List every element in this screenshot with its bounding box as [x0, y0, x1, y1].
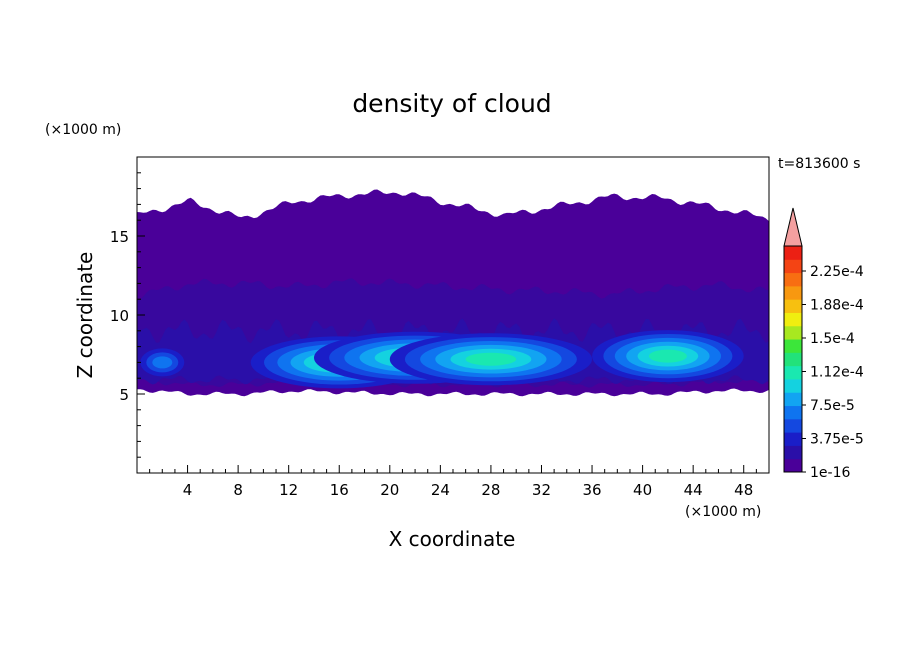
- colorbar-swatch: [784, 458, 802, 473]
- y-unit-label: (×1000 m): [45, 122, 121, 138]
- x-tick-label: 8: [233, 481, 243, 499]
- colorbar-label: 2.25e-4: [810, 264, 864, 280]
- colorbar-swatch: [784, 365, 802, 380]
- y-tick-label: 5: [119, 386, 129, 404]
- x-axis-label: X coordinate: [389, 527, 516, 551]
- colorbar-label: 1e-16: [810, 465, 850, 481]
- x-tick-label: 20: [380, 481, 399, 499]
- colorbar-swatch: [784, 285, 802, 300]
- colorbar-swatch: [784, 312, 802, 327]
- edge-core-contour: [152, 356, 173, 369]
- x-tick-label: 28: [481, 481, 500, 499]
- colorbar-extend-triangle: [783, 207, 803, 247]
- chart-title: density of cloud: [352, 89, 551, 118]
- colorbar-label: 3.75e-5: [810, 432, 864, 448]
- x-unit-label: (×1000 m): [685, 504, 761, 520]
- x-tick-label: 44: [684, 481, 703, 499]
- colorbar-swatch: [784, 272, 802, 287]
- dense-cloud-cores: [140, 330, 744, 389]
- x-tick-label: 48: [734, 481, 753, 499]
- colorbar-label: 7.5e-5: [810, 398, 855, 414]
- cloud-density-field: [137, 189, 769, 397]
- colorbar-swatch: [784, 405, 802, 420]
- x-tick-label: 24: [431, 481, 450, 499]
- colorbar-label: 1.12e-4: [810, 365, 864, 381]
- colorbar-swatch: [784, 378, 802, 393]
- colorbar-swatch: [784, 299, 802, 313]
- colorbar-label: 1.88e-4: [810, 298, 864, 314]
- y-tick-label: 15: [110, 228, 129, 246]
- time-label: t=813600 s: [778, 156, 860, 172]
- colorbar-frame: [783, 245, 803, 473]
- x-tick-label: 12: [279, 481, 298, 499]
- dense-core-contour: [465, 352, 517, 366]
- colorbar: 1e-16 3.75e-5 7.5e-5 1.12e-4 1.5e-4 1.88e-4 2.…: [783, 207, 864, 481]
- colorbar-swatch: [784, 445, 802, 460]
- y-axis-label: Z coordinate: [73, 252, 97, 379]
- colorbar-swatch: [784, 339, 802, 353]
- dense-core-contour: [648, 349, 687, 363]
- x-tick-label: 16: [330, 481, 349, 499]
- colorbar-swatch: [784, 259, 802, 274]
- colorbar-swatch: [784, 352, 802, 367]
- colorbar-label: 1.5e-4: [810, 331, 855, 347]
- x-tick-label: 4: [183, 481, 193, 499]
- colorbar-swatch: [784, 325, 802, 340]
- y-axis-ticks: 5 10 15: [110, 172, 145, 458]
- x-tick-label: 40: [633, 481, 652, 499]
- x-tick-label: 32: [532, 481, 551, 499]
- colorbar-swatch: [784, 432, 802, 446]
- colorbar-swatch: [784, 418, 802, 433]
- x-tick-label: 36: [582, 481, 601, 499]
- y-tick-label: 10: [110, 307, 129, 325]
- x-axis-ticks: 4 8 12 16 20 24 28 32 36 40 44 48: [149, 465, 757, 499]
- colorbar-swatch: [784, 246, 802, 260]
- colorbar-swatch: [784, 392, 802, 407]
